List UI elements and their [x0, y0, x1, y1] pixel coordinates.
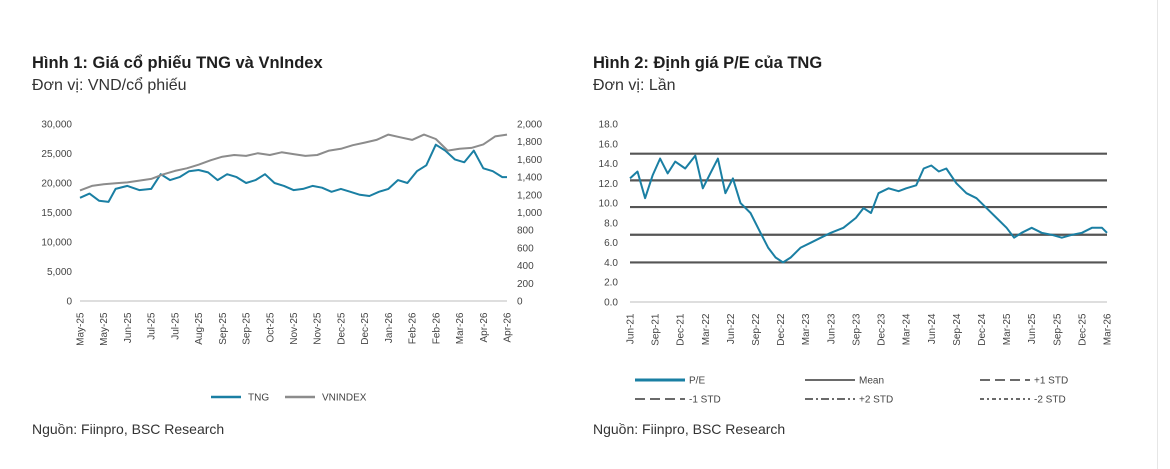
- legend-label: +1 STD: [1034, 376, 1068, 387]
- series-line-tng: [79, 143, 507, 203]
- y-left-tick-label: 30,000: [41, 120, 72, 131]
- x-tick-label: Sep-25: [1052, 313, 1063, 346]
- legend-label: -2 STD: [1034, 395, 1066, 406]
- x-tick-label: Dec-24: [977, 313, 988, 346]
- y-tick-label: 12.0: [599, 179, 619, 190]
- chart-subtitle: Đơn vị: Lần: [593, 77, 676, 94]
- y-left-tick-label: 5,000: [47, 267, 72, 278]
- x-tick-label: Apr-26: [503, 312, 514, 342]
- x-tick-label: Sep-24: [952, 313, 963, 346]
- x-tick-label: Feb-26: [408, 312, 419, 344]
- x-tick-label: Mar-25: [1002, 313, 1013, 345]
- y-tick-label: 6.0: [604, 238, 618, 249]
- x-tick-label: Jun-24: [927, 313, 938, 344]
- x-tick-label: Jun-22: [726, 313, 737, 344]
- y-right-tick-label: 800: [517, 226, 534, 237]
- x-tick-label: Sep-22: [751, 313, 762, 346]
- x-tick-label: Jan-26: [384, 312, 395, 343]
- chart-source: Nguồn: Fiinpro, BSC Research: [32, 421, 225, 437]
- x-tick-label: Mar-23: [801, 313, 812, 345]
- y-left-tick-label: 25,000: [41, 149, 72, 160]
- y-right-tick-label: 200: [517, 279, 534, 290]
- x-tick-label: Dec-25: [1077, 313, 1088, 346]
- chart-title: Hình 2: Định giá P/E của TNG: [593, 54, 823, 72]
- legend-label: TNG: [248, 393, 269, 404]
- y-right-tick-label: 1,000: [517, 208, 542, 219]
- x-tick-label: Sep-23: [851, 313, 862, 346]
- y-left-tick-label: 20,000: [41, 179, 72, 190]
- x-tick-label: Sep-21: [651, 313, 662, 346]
- y-right-tick-label: 2,000: [517, 120, 542, 131]
- legend-label: VNINDEX: [322, 393, 367, 404]
- y-tick-label: 16.0: [599, 139, 619, 150]
- x-tick-label: Mar-22: [701, 313, 712, 345]
- y-right-tick-label: 1,400: [517, 173, 542, 184]
- y-left-tick-label: 0: [66, 297, 72, 308]
- chart-panel-1: Hình 1: Giá cổ phiếu TNG và VnIndex Đơn …: [0, 0, 570, 469]
- y-left-tick-label: 10,000: [41, 238, 72, 249]
- y-tick-label: 10.0: [599, 199, 619, 210]
- y-right-tick-label: 1,600: [517, 155, 542, 166]
- x-tick-label: Apr-26: [479, 312, 490, 342]
- x-tick-label: Aug-25: [194, 312, 205, 345]
- x-tick-label: Mar-26: [1103, 313, 1114, 345]
- x-tick-label: Mar-26: [455, 312, 466, 344]
- y-tick-label: 8.0: [604, 218, 618, 229]
- x-tick-label: Nov-25: [289, 312, 300, 345]
- y-tick-label: 0.0: [604, 298, 618, 309]
- x-tick-label: Feb-26: [431, 312, 442, 344]
- x-tick-label: Oct-25: [265, 312, 276, 342]
- x-tick-label: Dec-22: [776, 313, 787, 346]
- page-edge-divider: [1157, 0, 1158, 469]
- series-line-vnindex: [79, 133, 508, 192]
- legend-label: P/E: [689, 376, 705, 387]
- y-tick-label: 14.0: [599, 159, 619, 170]
- x-tick-label: Dec-25: [336, 312, 347, 345]
- x-tick-label: Jul-25: [147, 312, 158, 340]
- legend-label: Mean: [859, 376, 884, 387]
- x-tick-label: Jun-21: [626, 313, 637, 344]
- x-tick-label: Sep-25: [242, 312, 253, 345]
- legend-label: -1 STD: [689, 395, 721, 406]
- x-tick-label: May-25: [76, 312, 87, 346]
- chart-panel-2: Hình 2: Định giá P/E của TNG Đơn vị: Lần…: [570, 0, 1170, 469]
- x-tick-label: Jul-25: [170, 312, 181, 340]
- x-tick-label: Jun-25: [123, 312, 134, 343]
- x-tick-label: Dec-25: [360, 312, 371, 345]
- x-tick-label: Sep-25: [218, 312, 229, 345]
- x-tick-label: May-25: [99, 312, 110, 346]
- y-right-tick-label: 1,200: [517, 190, 542, 201]
- series-line-pe: [629, 154, 1108, 264]
- x-tick-label: Jun-23: [826, 313, 837, 344]
- x-tick-label: Mar-24: [902, 313, 913, 345]
- y-tick-label: 4.0: [604, 258, 618, 269]
- y-right-tick-label: 0: [517, 297, 523, 308]
- x-tick-label: Dec-23: [877, 313, 888, 346]
- legend-label: +2 STD: [859, 395, 893, 406]
- chart-title: Hình 1: Giá cổ phiếu TNG và VnIndex: [32, 54, 323, 72]
- x-tick-label: Nov-25: [313, 312, 324, 345]
- y-tick-label: 18.0: [599, 120, 619, 131]
- price-chart: 0 5,000 10,000 15,000 20,000 25,000 30,000 0 200…: [41, 120, 542, 404]
- chart-subtitle: Đơn vị: VND/cổ phiếu: [32, 77, 187, 94]
- pe-chart: 0.0 2.0 4.0 6.0 8.0 10.0 12.0 14.0 16.0 18.0 Jun-2…: [599, 120, 1114, 406]
- x-tick-label: Jun-25: [1027, 313, 1038, 344]
- y-right-tick-label: 400: [517, 261, 534, 272]
- y-right-tick-label: 1,800: [517, 137, 542, 148]
- y-right-tick-label: 600: [517, 243, 534, 254]
- x-tick-label: Dec-21: [676, 313, 687, 346]
- chart-source: Nguồn: Fiinpro, BSC Research: [593, 421, 786, 437]
- y-left-tick-label: 15,000: [41, 208, 72, 219]
- y-tick-label: 2.0: [604, 278, 618, 289]
